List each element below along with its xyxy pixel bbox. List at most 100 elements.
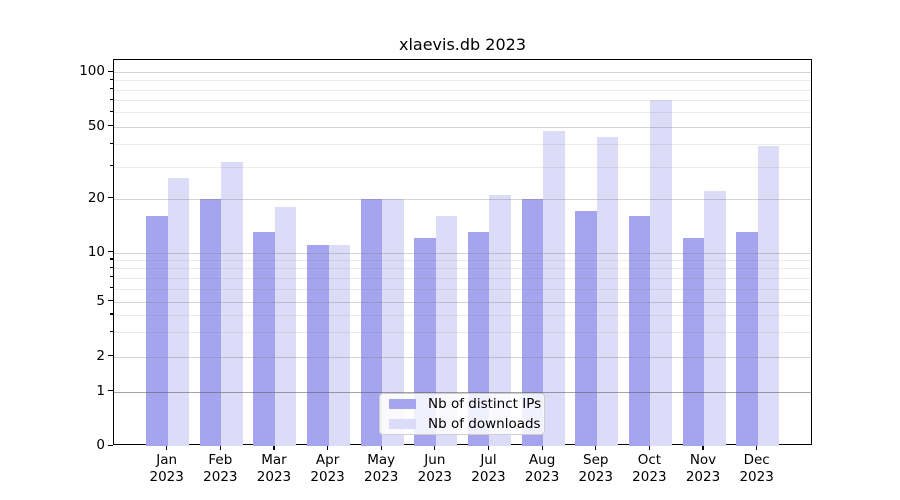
- bar-downloads-may: [382, 198, 404, 446]
- y-minor-tick-mark: [110, 258, 113, 260]
- x-tick-year: 2023: [739, 469, 774, 485]
- y-minor-tick-mark: [110, 88, 113, 90]
- x-tick-mark: [702, 445, 704, 450]
- x-tick-year: 2023: [364, 469, 399, 485]
- y-minor-tick-mark: [110, 276, 113, 278]
- bar-downloads-mar: [274, 206, 297, 446]
- bar-downloads-sep: [596, 136, 619, 446]
- x-tick-month: Feb: [208, 452, 233, 468]
- y-tick-label-1: 1: [96, 382, 105, 399]
- bar-downloads-feb: [221, 161, 243, 446]
- x-tick-label-aug: Aug 2023: [510, 452, 574, 486]
- bar-layer: [114, 60, 811, 446]
- bar-distinct-ips-aug: [521, 198, 544, 446]
- x-tick-month: Jan: [156, 452, 178, 468]
- x-tick-mark: [380, 445, 382, 450]
- x-tick-year: 2023: [310, 469, 345, 485]
- y-minor-tick-mark: [110, 78, 113, 80]
- x-tick-year: 2023: [417, 469, 453, 485]
- legend-item-distinct-ips: Nb of distinct IPs: [389, 396, 544, 412]
- y-minor-tick-mark: [110, 165, 113, 167]
- bar-downloads-oct: [650, 100, 672, 446]
- legend: Nb of distinct IPs Nb of downloads: [379, 393, 545, 435]
- x-tick-month: Oct: [637, 452, 662, 468]
- y-minor-tick-mark: [110, 142, 113, 144]
- y-tick-mark: [108, 300, 113, 302]
- bar-downloads-jun: [435, 215, 458, 446]
- bar-distinct-ips-jul: [467, 232, 490, 446]
- chart-title: xlaevis.db 2023: [398, 35, 526, 54]
- x-tick-month: Sep: [583, 452, 609, 468]
- x-tick-label-sep: Sep 2023: [564, 452, 628, 486]
- y-tick-mark: [108, 444, 113, 446]
- x-tick-year: 2023: [578, 469, 613, 485]
- x-tick-label-feb: Feb 2023: [188, 452, 252, 486]
- y-minor-tick-mark: [110, 98, 113, 100]
- x-tick-year: 2023: [471, 469, 506, 485]
- x-tick-year: 2023: [149, 469, 184, 485]
- y-minor-tick-mark: [110, 313, 113, 315]
- x-tick-month: Aug: [528, 452, 556, 468]
- x-tick-year: 2023: [203, 469, 238, 485]
- x-tick-mark: [595, 445, 597, 450]
- x-tick-label-dec: Dec 2023: [725, 452, 789, 486]
- bar-distinct-ips-dec: [736, 232, 758, 446]
- y-tick-label-5: 5: [96, 292, 105, 309]
- x-tick-label-oct: Oct 2023: [617, 452, 681, 486]
- x-tick-mark: [273, 445, 275, 450]
- x-tick-month: Dec: [743, 452, 770, 468]
- x-tick-mark: [648, 445, 650, 450]
- bar-distinct-ips-oct: [628, 215, 651, 446]
- y-tick-mark: [108, 355, 113, 357]
- y-tick-mark: [108, 197, 113, 199]
- x-tick-month: Jul: [480, 452, 497, 468]
- plot-area: [113, 59, 812, 446]
- legend-swatch-distinct-ips: [389, 399, 416, 409]
- x-tick-label-mar: Mar 2023: [242, 452, 306, 486]
- x-tick-month: Nov: [689, 452, 717, 468]
- bar-distinct-ips-nov: [682, 238, 704, 446]
- bar-downloads-jan: [167, 177, 190, 446]
- y-tick-label-100: 100: [79, 63, 105, 79]
- x-tick-mark: [756, 445, 758, 450]
- y-tick-label-2: 2: [96, 347, 105, 364]
- x-tick-year: 2023: [256, 469, 292, 485]
- x-tick-year: 2023: [632, 469, 667, 485]
- x-tick-mark: [487, 445, 490, 450]
- legend-label-distinct-ips: Nb of distinct IPs: [428, 396, 542, 412]
- x-tick-mark: [326, 445, 329, 450]
- x-tick-mark: [434, 445, 436, 450]
- y-tick-label-50: 50: [87, 117, 105, 134]
- x-tick-month: Jun: [424, 452, 446, 468]
- x-tick-label-jan: Jan 2023: [135, 452, 199, 486]
- x-tick-label-may: May 2023: [349, 452, 413, 486]
- y-tick-label-10: 10: [87, 243, 105, 260]
- x-tick-month: Mar: [261, 452, 287, 468]
- x-tick-month: May: [367, 452, 396, 468]
- bar-distinct-ips-jan: [146, 215, 168, 446]
- y-tick-label-0: 0: [96, 437, 105, 453]
- y-tick-mark: [108, 125, 113, 127]
- x-tick-label-apr: Apr 2023: [296, 452, 360, 486]
- x-tick-mark: [541, 445, 543, 450]
- x-tick-mark: [219, 445, 221, 450]
- bar-downloads-dec: [757, 146, 780, 446]
- bar-distinct-ips-may: [360, 198, 383, 446]
- x-tick-year: 2023: [685, 469, 721, 485]
- y-tick-mark: [108, 70, 113, 72]
- x-tick-label-nov: Nov 2023: [671, 452, 735, 486]
- bar-downloads-apr: [328, 245, 351, 446]
- x-tick-label-jul: Jul 2023: [456, 452, 520, 486]
- bar-downloads-nov: [704, 191, 726, 446]
- bar-downloads-aug: [543, 131, 565, 446]
- bar-distinct-ips-apr: [307, 245, 329, 446]
- bar-distinct-ips-mar: [253, 232, 275, 446]
- legend-swatch-downloads: [389, 419, 416, 429]
- bar-downloads-jul: [489, 194, 511, 446]
- bar-distinct-ips-feb: [199, 198, 222, 446]
- legend-item-downloads: Nb of downloads: [389, 416, 544, 432]
- bar-distinct-ips-sep: [575, 211, 597, 446]
- y-tick-mark: [108, 390, 113, 392]
- y-minor-tick-mark: [110, 266, 113, 268]
